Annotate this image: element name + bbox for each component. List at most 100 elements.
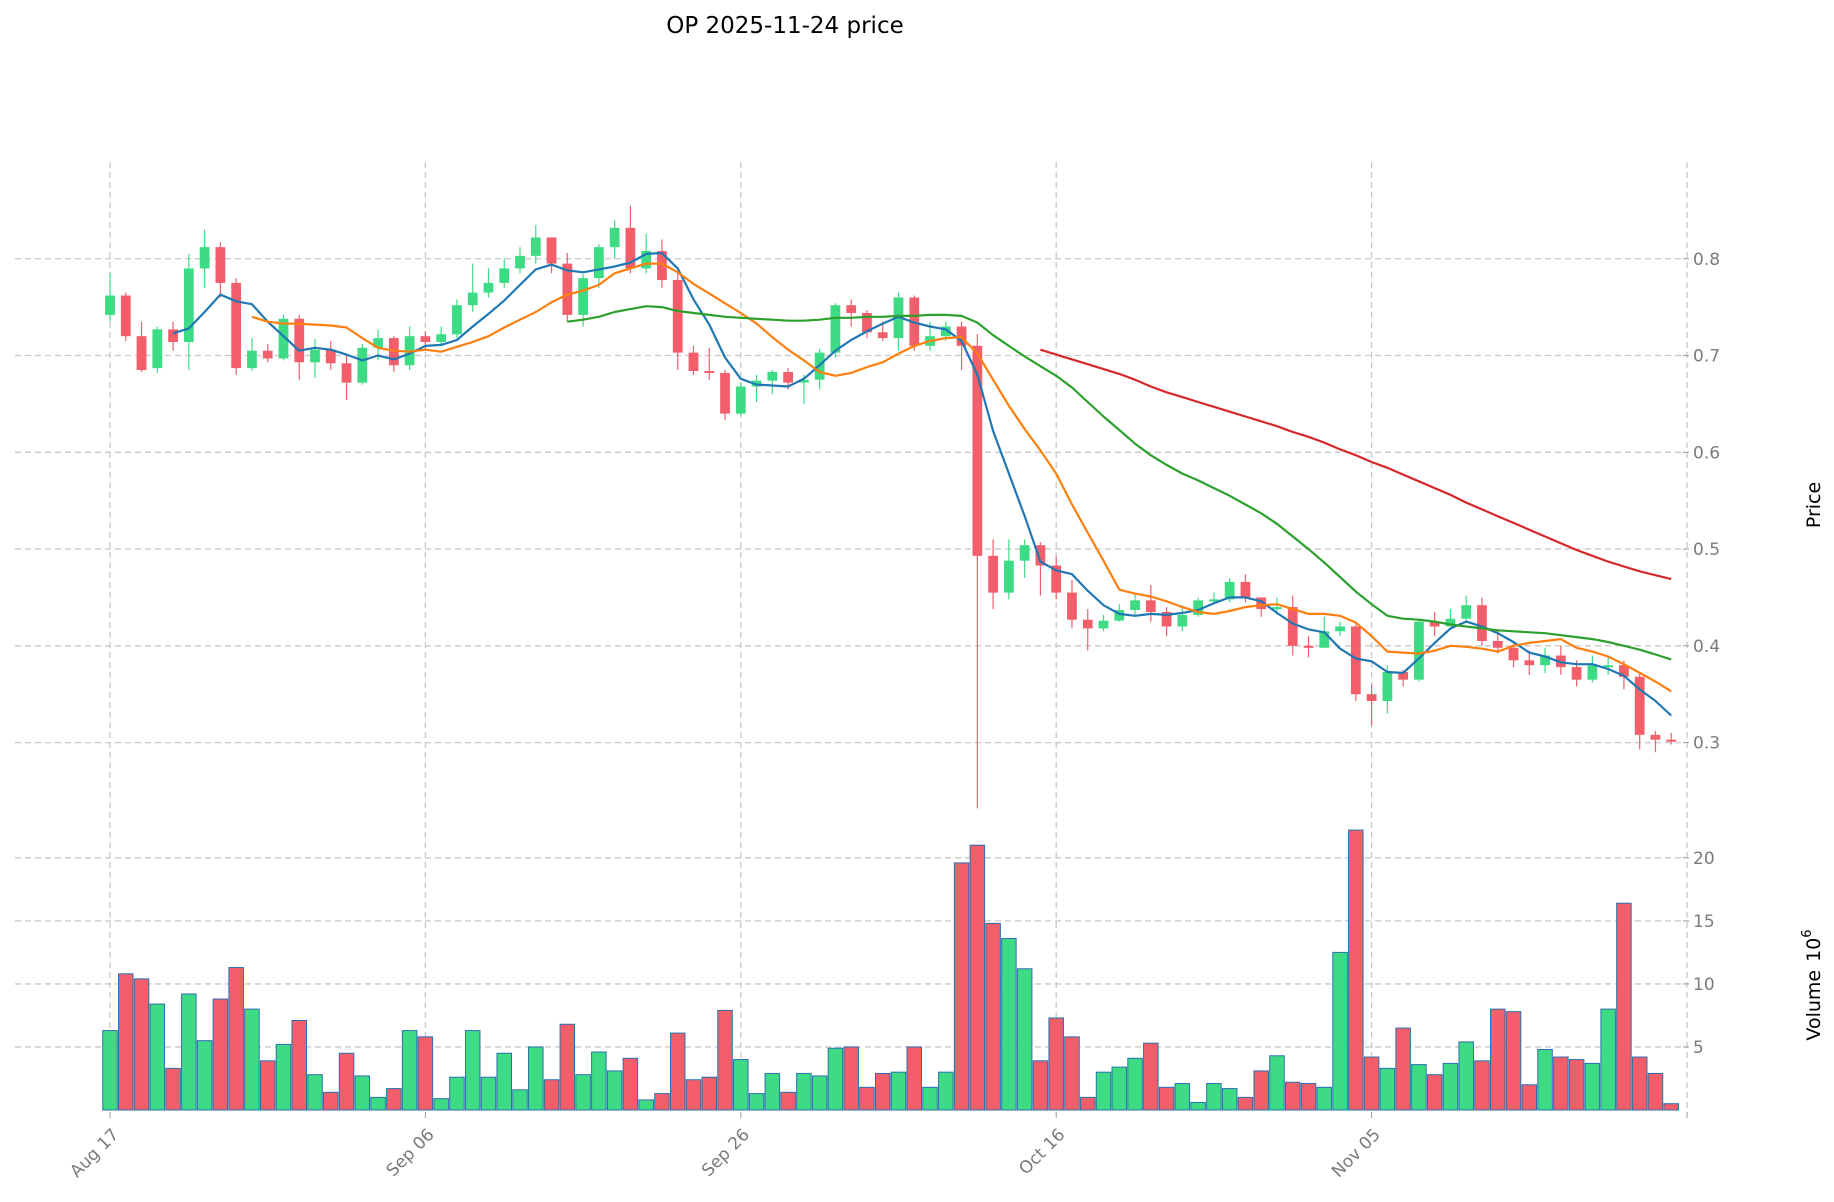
candle-body-down xyxy=(341,363,352,383)
volume-bar xyxy=(874,1072,891,1111)
candle-body-up xyxy=(1098,620,1109,629)
candle-body-down xyxy=(294,318,305,363)
volume-bar xyxy=(1284,1081,1301,1111)
volume-bar xyxy=(1616,902,1632,1111)
volume-bar xyxy=(1537,1048,1553,1111)
volume-bar xyxy=(323,1091,339,1111)
volume-bar xyxy=(1269,1055,1285,1111)
volume-bar xyxy=(512,1089,528,1111)
candle-body-up xyxy=(373,338,383,348)
price-gridlines xyxy=(15,258,1683,744)
volume-bar xyxy=(654,1093,670,1111)
candle-body-down xyxy=(783,371,793,383)
candle-body-down xyxy=(562,263,573,315)
price-tick-label: 0.4 xyxy=(1693,637,1720,657)
candle-body-up xyxy=(1019,545,1030,561)
candle-body-down xyxy=(688,352,699,372)
volume-bar xyxy=(1032,1060,1049,1111)
candle-body-down xyxy=(325,349,336,364)
candle-body-down xyxy=(672,280,683,353)
volume-bar xyxy=(244,1008,260,1111)
volume-bar xyxy=(622,1057,639,1111)
ma60-line xyxy=(1040,348,1672,581)
volume-bar xyxy=(1332,951,1348,1111)
volume-bar xyxy=(1647,1072,1664,1111)
volume-bar xyxy=(1426,1074,1443,1111)
candle-body-down xyxy=(1082,619,1093,629)
candle-body-up xyxy=(1004,560,1014,593)
volume-bar xyxy=(859,1086,875,1111)
date-tick-label: Oct 16 xyxy=(1015,1125,1069,1179)
volume-bar xyxy=(1158,1086,1175,1111)
volume-bar xyxy=(1300,1083,1317,1111)
candle-body-up xyxy=(199,247,210,269)
candle-body-up xyxy=(1114,610,1125,621)
candle-body-down xyxy=(262,350,273,359)
volume-bar xyxy=(417,1036,434,1111)
volume-bar xyxy=(1253,1070,1269,1111)
price-tick-label: 0.5 xyxy=(1693,540,1720,560)
date-tick-label: Sep 26 xyxy=(698,1125,754,1181)
price-tick-label: 0.6 xyxy=(1693,443,1720,463)
candle-body-up xyxy=(1382,671,1393,701)
candlesticks xyxy=(105,205,1677,809)
candle-body-down xyxy=(420,336,431,342)
volume-bar xyxy=(606,1070,623,1111)
volume-bar xyxy=(543,1079,560,1111)
candle-body-down xyxy=(1524,660,1535,666)
candle-body-down xyxy=(1350,626,1361,695)
volume-bar xyxy=(181,993,197,1111)
volume-axis-base: 10 xyxy=(1803,938,1825,962)
candle-body-up xyxy=(152,329,163,369)
moving-average-lines xyxy=(172,251,1672,717)
candle-body-up xyxy=(357,347,368,383)
candle-body-up xyxy=(593,247,604,279)
candle-body-down xyxy=(972,345,983,556)
candle-body-up xyxy=(183,268,194,342)
volume-bar xyxy=(133,978,150,1111)
candle-body-down xyxy=(231,282,242,369)
volume-bar xyxy=(1174,1083,1191,1111)
candle-body-up xyxy=(515,255,525,269)
candle-body-up xyxy=(452,305,462,335)
volume-bar xyxy=(1237,1096,1254,1111)
chart-title: OP 2025-11-24 price xyxy=(666,13,904,39)
volume-bar xyxy=(1095,1071,1112,1111)
volume-bar xyxy=(1553,1056,1569,1111)
volume-bar xyxy=(228,967,244,1111)
candle-body-up xyxy=(1414,621,1424,680)
volume-axis-title: Volume 106 xyxy=(1800,929,1825,1040)
candle-body-up xyxy=(641,251,652,269)
candle-body-up xyxy=(578,278,588,315)
candle-body-down xyxy=(1650,734,1661,740)
volume-bar xyxy=(165,1067,181,1111)
candle-body-up xyxy=(1319,631,1330,648)
candle-body-up xyxy=(1587,665,1598,680)
candle-body-down xyxy=(1508,647,1519,661)
candle-body-down xyxy=(988,555,999,593)
volume-bar xyxy=(638,1099,654,1111)
volume-bar xyxy=(464,1030,481,1111)
price-tick-label: 0.8 xyxy=(1693,250,1720,270)
volume-bar xyxy=(1064,1036,1080,1111)
volume-bar xyxy=(307,1074,323,1111)
volume-bar xyxy=(811,1075,828,1111)
volume-tick-label: 5 xyxy=(1693,1038,1704,1058)
candle-body-down xyxy=(1398,671,1409,680)
price-axis: 0.3 0.4 0.5 0.6 0.7 0.8 xyxy=(1683,250,1720,754)
candle-body-down xyxy=(1240,581,1251,598)
volume-bar xyxy=(212,998,229,1111)
candle-body-up xyxy=(1130,600,1140,611)
volume-bar xyxy=(259,1060,276,1111)
volume-bar xyxy=(1631,1056,1648,1111)
candle-body-up xyxy=(1603,665,1614,668)
volume-bar xyxy=(433,1098,449,1111)
candle-body-down xyxy=(1051,565,1062,593)
candle-body-down xyxy=(1035,545,1046,566)
volume-bar xyxy=(1111,1066,1128,1111)
candle-body-down xyxy=(546,237,557,264)
volume-bar xyxy=(480,1076,497,1111)
volume-tick-label: 15 xyxy=(1693,912,1715,932)
volume-bar xyxy=(1348,829,1364,1111)
candle-body-down xyxy=(1067,592,1077,620)
